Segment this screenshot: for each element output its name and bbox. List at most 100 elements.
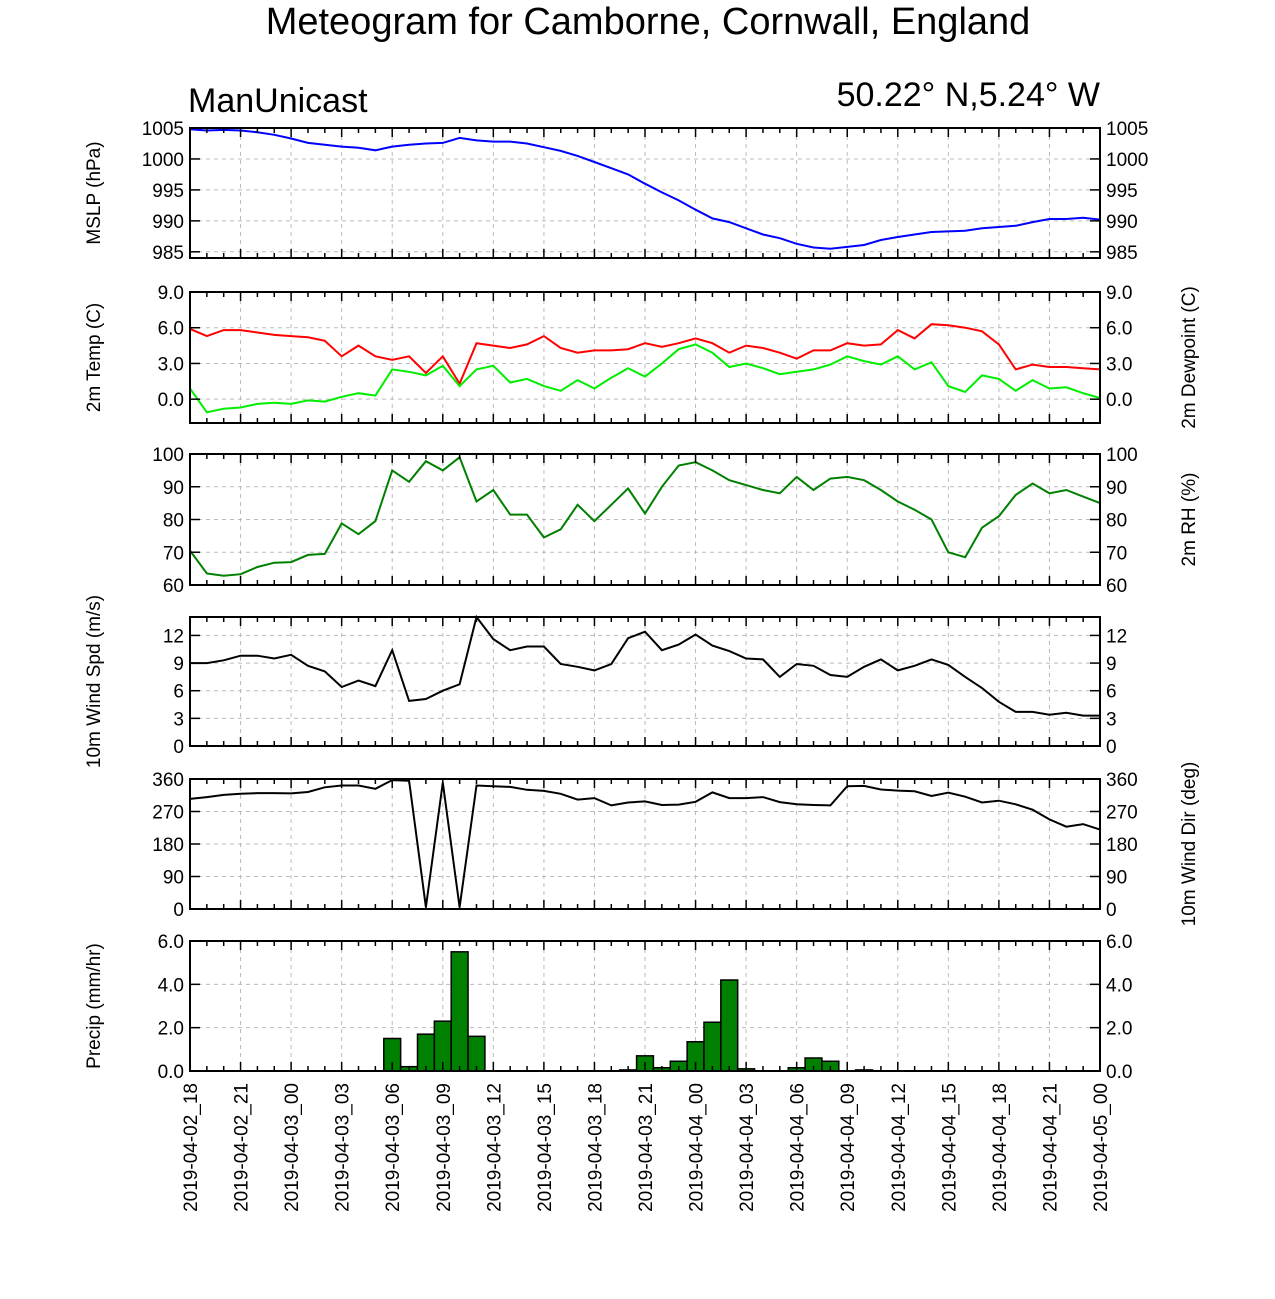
x-tick-label: 2019-04-04_00 bbox=[687, 1083, 708, 1212]
y-tick-label: 990 bbox=[152, 212, 184, 233]
model-label: ManUnicast bbox=[188, 82, 368, 120]
y-tick-label-right: 995 bbox=[1106, 181, 1138, 202]
precip-bar bbox=[467, 1035, 486, 1072]
panel-wspd: 0 0 3 3 6 6 9 9 12 12 10m Wind Spd (m/s) bbox=[84, 595, 1127, 768]
y-tick-label: 270 bbox=[152, 803, 184, 824]
x-tick-label: 2019-04-04_06 bbox=[788, 1083, 809, 1212]
y-tick-label-right: 3.0 bbox=[1106, 354, 1132, 375]
y-tick-label-right: 270 bbox=[1106, 803, 1138, 824]
x-tick-label: 2019-04-04_15 bbox=[939, 1083, 960, 1212]
y-tick-label-right: 0.0 bbox=[1106, 1062, 1132, 1083]
y-tick-label-right: 985 bbox=[1106, 243, 1138, 264]
x-tick-label: 2019-04-04_12 bbox=[889, 1083, 910, 1212]
y-tick-label-right: 100 bbox=[1106, 445, 1138, 466]
y-tick-label: 80 bbox=[163, 511, 184, 532]
x-tick-label: 2019-04-04_09 bbox=[838, 1083, 859, 1212]
y-tick-label-right: 0 bbox=[1106, 737, 1117, 758]
y-tick-label-right: 6 bbox=[1106, 682, 1117, 703]
y-tick-label-right: 90 bbox=[1106, 868, 1127, 889]
precip-bar bbox=[416, 1033, 436, 1072]
precip-bar bbox=[720, 979, 739, 1072]
y-tick-label-right: 4.0 bbox=[1106, 975, 1132, 996]
y-tick-label: 180 bbox=[152, 835, 184, 856]
y-tick-label: 90 bbox=[163, 868, 184, 889]
y-tick-label-right: 2.0 bbox=[1106, 1019, 1132, 1040]
y-tick-label-right: 0.0 bbox=[1106, 390, 1132, 411]
y-axis-title-right: 10m Wind Dir (deg) bbox=[1179, 762, 1200, 927]
x-tick-label: 2019-04-03_21 bbox=[636, 1083, 657, 1212]
y-axis-title: Precip (mm/hr) bbox=[84, 943, 105, 1069]
y-tick-label: 4.0 bbox=[158, 975, 184, 996]
series-line-wspd bbox=[190, 614, 1100, 717]
y-tick-label: 70 bbox=[163, 543, 184, 564]
x-tick-label: 2019-04-05_00 bbox=[1091, 1083, 1112, 1212]
y-tick-label-right: 6.0 bbox=[1106, 932, 1132, 953]
y-tick-label: 2.0 bbox=[158, 1019, 184, 1040]
y-tick-label-right: 90 bbox=[1106, 478, 1127, 499]
y-tick-label-right: 3 bbox=[1106, 709, 1117, 730]
y-tick-label: 12 bbox=[163, 626, 184, 647]
y-tick-label: 9 bbox=[173, 654, 184, 675]
y-tick-label-right: 1000 bbox=[1106, 150, 1148, 171]
y-tick-label: 6.0 bbox=[158, 319, 184, 340]
y-tick-label: 100 bbox=[152, 445, 184, 466]
precip-bar bbox=[703, 1021, 722, 1072]
y-tick-label: 60 bbox=[163, 576, 184, 597]
x-tick-label: 2019-04-04_18 bbox=[990, 1083, 1011, 1212]
x-tick-label: 2019-04-02_21 bbox=[232, 1083, 253, 1212]
y-tick-label-right: 360 bbox=[1106, 770, 1138, 791]
time-axis: 2019-04-02_18 2019-04-02_21 2019-04-03_00 2… bbox=[181, 1083, 1112, 1212]
y-axis-title-right: 2m Dewpoint (C) bbox=[1179, 286, 1200, 429]
y-tick-label: 9.0 bbox=[158, 283, 184, 304]
y-tick-label-right: 12 bbox=[1106, 626, 1127, 647]
x-tick-label: 2019-04-03_06 bbox=[383, 1083, 404, 1212]
y-axis-title: 10m Wind Spd (m/s) bbox=[84, 595, 105, 768]
location-label: 50.22° N,5.24° W bbox=[837, 76, 1100, 114]
y-tick-label-right: 1005 bbox=[1106, 119, 1148, 140]
y-tick-label-right: 180 bbox=[1106, 835, 1138, 856]
x-tick-label: 2019-04-02_18 bbox=[181, 1083, 202, 1212]
x-tick-label: 2019-04-03_18 bbox=[585, 1083, 606, 1212]
y-tick-label: 1000 bbox=[142, 150, 184, 171]
y-tick-label: 3 bbox=[173, 709, 184, 730]
panel-rh: 60 60 70 70 80 80 90 90 100 100 2m RH (%) bbox=[152, 445, 1200, 597]
y-axis-title-right: 2m RH (%) bbox=[1179, 473, 1200, 567]
y-tick-label: 6 bbox=[173, 682, 184, 703]
y-axis-title: 2m Temp (C) bbox=[84, 303, 105, 412]
y-tick-label-right: 6.0 bbox=[1106, 319, 1132, 340]
x-tick-label: 2019-04-03_03 bbox=[333, 1083, 354, 1212]
series-line-temp bbox=[189, 323, 1101, 386]
y-axis-title: MSLP (hPa) bbox=[84, 141, 105, 244]
y-tick-label-right: 990 bbox=[1106, 212, 1138, 233]
y-tick-label-right: 80 bbox=[1106, 511, 1127, 532]
y-tick-label-right: 0 bbox=[1106, 900, 1117, 921]
panel-temp: 0.0 0.0 3.0 3.0 6.0 6.0 9.0 9.0 2m Temp (C) 2m De… bbox=[84, 283, 1200, 429]
y-tick-label: 90 bbox=[163, 478, 184, 499]
x-tick-label: 2019-04-03_12 bbox=[484, 1083, 505, 1212]
y-tick-label: 360 bbox=[152, 770, 184, 791]
y-tick-label: 0.0 bbox=[158, 390, 184, 411]
y-tick-label: 0 bbox=[173, 900, 184, 921]
y-tick-label-right: 9 bbox=[1106, 654, 1117, 675]
x-tick-label: 2019-04-04_21 bbox=[1040, 1083, 1061, 1212]
x-tick-label: 2019-04-03_09 bbox=[434, 1083, 455, 1212]
x-tick-label: 2019-04-04_03 bbox=[737, 1083, 758, 1212]
panel-precip: 0.0 0.0 2.0 2.0 4.0 4.0 6.0 6.0 Precip (mm/hr) bbox=[84, 932, 1132, 1083]
series-line-rh bbox=[189, 455, 1101, 577]
y-tick-label: 0.0 bbox=[158, 1062, 184, 1083]
panel-wdir: 0 0 90 90 180 180 270 270 360 360 10m Wind Dir (de… bbox=[152, 762, 1200, 927]
y-tick-label-right: 60 bbox=[1106, 576, 1127, 597]
y-tick-label: 6.0 bbox=[158, 932, 184, 953]
series-line-mslp bbox=[189, 128, 1101, 250]
panel-mslp: 985 985 990 990 995 995 1000 1000 1005 1005 MSLP (… bbox=[84, 119, 1148, 264]
y-tick-label: 985 bbox=[152, 243, 184, 264]
x-tick-label: 2019-04-03_15 bbox=[535, 1083, 556, 1212]
y-tick-label: 0 bbox=[173, 737, 184, 758]
chart-title: Meteogram for Camborne, Cornwall, Englan… bbox=[266, 1, 1031, 43]
series-line-temp bbox=[189, 343, 1101, 414]
y-tick-label-right: 9.0 bbox=[1106, 283, 1132, 304]
precip-bar bbox=[450, 951, 469, 1072]
y-tick-label: 995 bbox=[152, 181, 184, 202]
